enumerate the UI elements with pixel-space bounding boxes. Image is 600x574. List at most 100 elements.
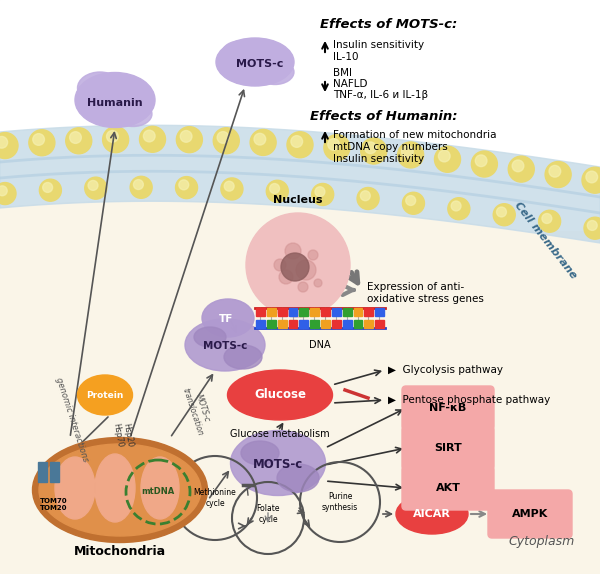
Ellipse shape xyxy=(114,102,152,126)
Text: TNF-α, IL-6 и IL-1β: TNF-α, IL-6 и IL-1β xyxy=(333,90,428,100)
Text: NF-κB: NF-κB xyxy=(430,403,467,413)
Circle shape xyxy=(451,201,461,211)
Circle shape xyxy=(180,130,192,142)
Circle shape xyxy=(324,135,350,161)
Circle shape xyxy=(217,131,229,144)
Circle shape xyxy=(139,126,166,152)
Circle shape xyxy=(0,186,7,196)
Text: Expression of anti-
oxidative stress genes: Expression of anti- oxidative stress gen… xyxy=(367,282,484,304)
Ellipse shape xyxy=(39,444,201,536)
Bar xyxy=(332,308,341,316)
Circle shape xyxy=(493,204,515,226)
Bar xyxy=(299,308,308,316)
Circle shape xyxy=(472,151,497,177)
Circle shape xyxy=(406,196,416,205)
Circle shape xyxy=(328,138,340,150)
Bar xyxy=(38,462,47,482)
Circle shape xyxy=(0,183,16,204)
Circle shape xyxy=(179,180,189,190)
Text: Glucose metabolism: Glucose metabolism xyxy=(230,429,330,439)
Circle shape xyxy=(311,184,334,205)
Text: AMPK: AMPK xyxy=(512,509,548,519)
Circle shape xyxy=(398,142,424,168)
Ellipse shape xyxy=(216,38,294,86)
Circle shape xyxy=(269,184,280,193)
Circle shape xyxy=(448,197,470,220)
Circle shape xyxy=(29,130,55,156)
Circle shape xyxy=(285,243,301,259)
Circle shape xyxy=(403,192,424,214)
Text: Nucleus: Nucleus xyxy=(273,195,323,205)
Bar xyxy=(289,320,298,328)
Circle shape xyxy=(497,207,506,217)
Bar xyxy=(0,0,600,230)
Circle shape xyxy=(308,250,318,260)
Text: Hsp70: Hsp70 xyxy=(112,422,125,448)
Circle shape xyxy=(361,191,370,201)
Text: ▶  Pentose phosphate pathway: ▶ Pentose phosphate pathway xyxy=(388,395,550,405)
Text: ▶  Glycolysis pathway: ▶ Glycolysis pathway xyxy=(388,365,503,375)
Text: Insulin sensitivity: Insulin sensitivity xyxy=(333,154,424,164)
Circle shape xyxy=(88,180,98,191)
Circle shape xyxy=(33,134,44,145)
Text: genomic interactions: genomic interactions xyxy=(54,377,90,463)
Text: Glucose: Glucose xyxy=(254,389,306,401)
Ellipse shape xyxy=(224,345,262,369)
Bar xyxy=(353,308,362,316)
Text: AKT: AKT xyxy=(436,483,460,493)
Circle shape xyxy=(254,133,266,145)
Bar xyxy=(321,308,330,316)
Bar xyxy=(353,320,362,328)
Polygon shape xyxy=(0,125,600,243)
Ellipse shape xyxy=(194,327,226,347)
Text: MOTS-c: MOTS-c xyxy=(203,341,247,351)
Ellipse shape xyxy=(141,457,179,519)
Circle shape xyxy=(176,177,197,199)
Text: TOM70
TOM20: TOM70 TOM20 xyxy=(40,498,68,511)
Circle shape xyxy=(274,259,286,271)
Bar xyxy=(375,308,384,316)
Text: MOTS-c: MOTS-c xyxy=(236,59,284,69)
Circle shape xyxy=(40,179,61,201)
Bar xyxy=(278,320,287,328)
Circle shape xyxy=(357,188,379,210)
Circle shape xyxy=(365,142,376,154)
Bar xyxy=(267,320,275,328)
Circle shape xyxy=(539,210,560,232)
Text: MOTS-c: MOTS-c xyxy=(253,457,303,471)
Ellipse shape xyxy=(277,464,319,492)
Ellipse shape xyxy=(32,437,208,542)
Circle shape xyxy=(582,167,600,193)
Text: Effects of Humanin:: Effects of Humanin: xyxy=(310,110,458,123)
Circle shape xyxy=(43,183,53,192)
Bar xyxy=(299,320,308,328)
Circle shape xyxy=(266,180,289,202)
Text: Methionine
cycle: Methionine cycle xyxy=(194,488,236,507)
Ellipse shape xyxy=(77,72,122,104)
Circle shape xyxy=(315,187,325,197)
Text: AICAR: AICAR xyxy=(413,509,451,519)
Ellipse shape xyxy=(396,494,468,534)
Circle shape xyxy=(213,127,239,154)
Circle shape xyxy=(70,131,82,144)
Circle shape xyxy=(0,137,8,148)
Circle shape xyxy=(0,133,18,158)
Text: mtDNA copy numbers: mtDNA copy numbers xyxy=(333,142,448,152)
Ellipse shape xyxy=(202,299,254,337)
FancyBboxPatch shape xyxy=(402,386,494,430)
Bar xyxy=(364,320,373,328)
Circle shape xyxy=(133,180,143,189)
Text: Effects of MOTS-c:: Effects of MOTS-c: xyxy=(320,18,457,31)
Text: TF: TF xyxy=(219,314,233,324)
Ellipse shape xyxy=(55,457,95,519)
Ellipse shape xyxy=(227,370,332,420)
Circle shape xyxy=(107,130,118,142)
Circle shape xyxy=(176,127,202,153)
Bar xyxy=(267,308,275,316)
Bar xyxy=(310,320,319,328)
Circle shape xyxy=(224,181,234,191)
Circle shape xyxy=(434,146,461,172)
Bar xyxy=(50,462,59,482)
Circle shape xyxy=(314,279,322,287)
Circle shape xyxy=(66,128,92,154)
